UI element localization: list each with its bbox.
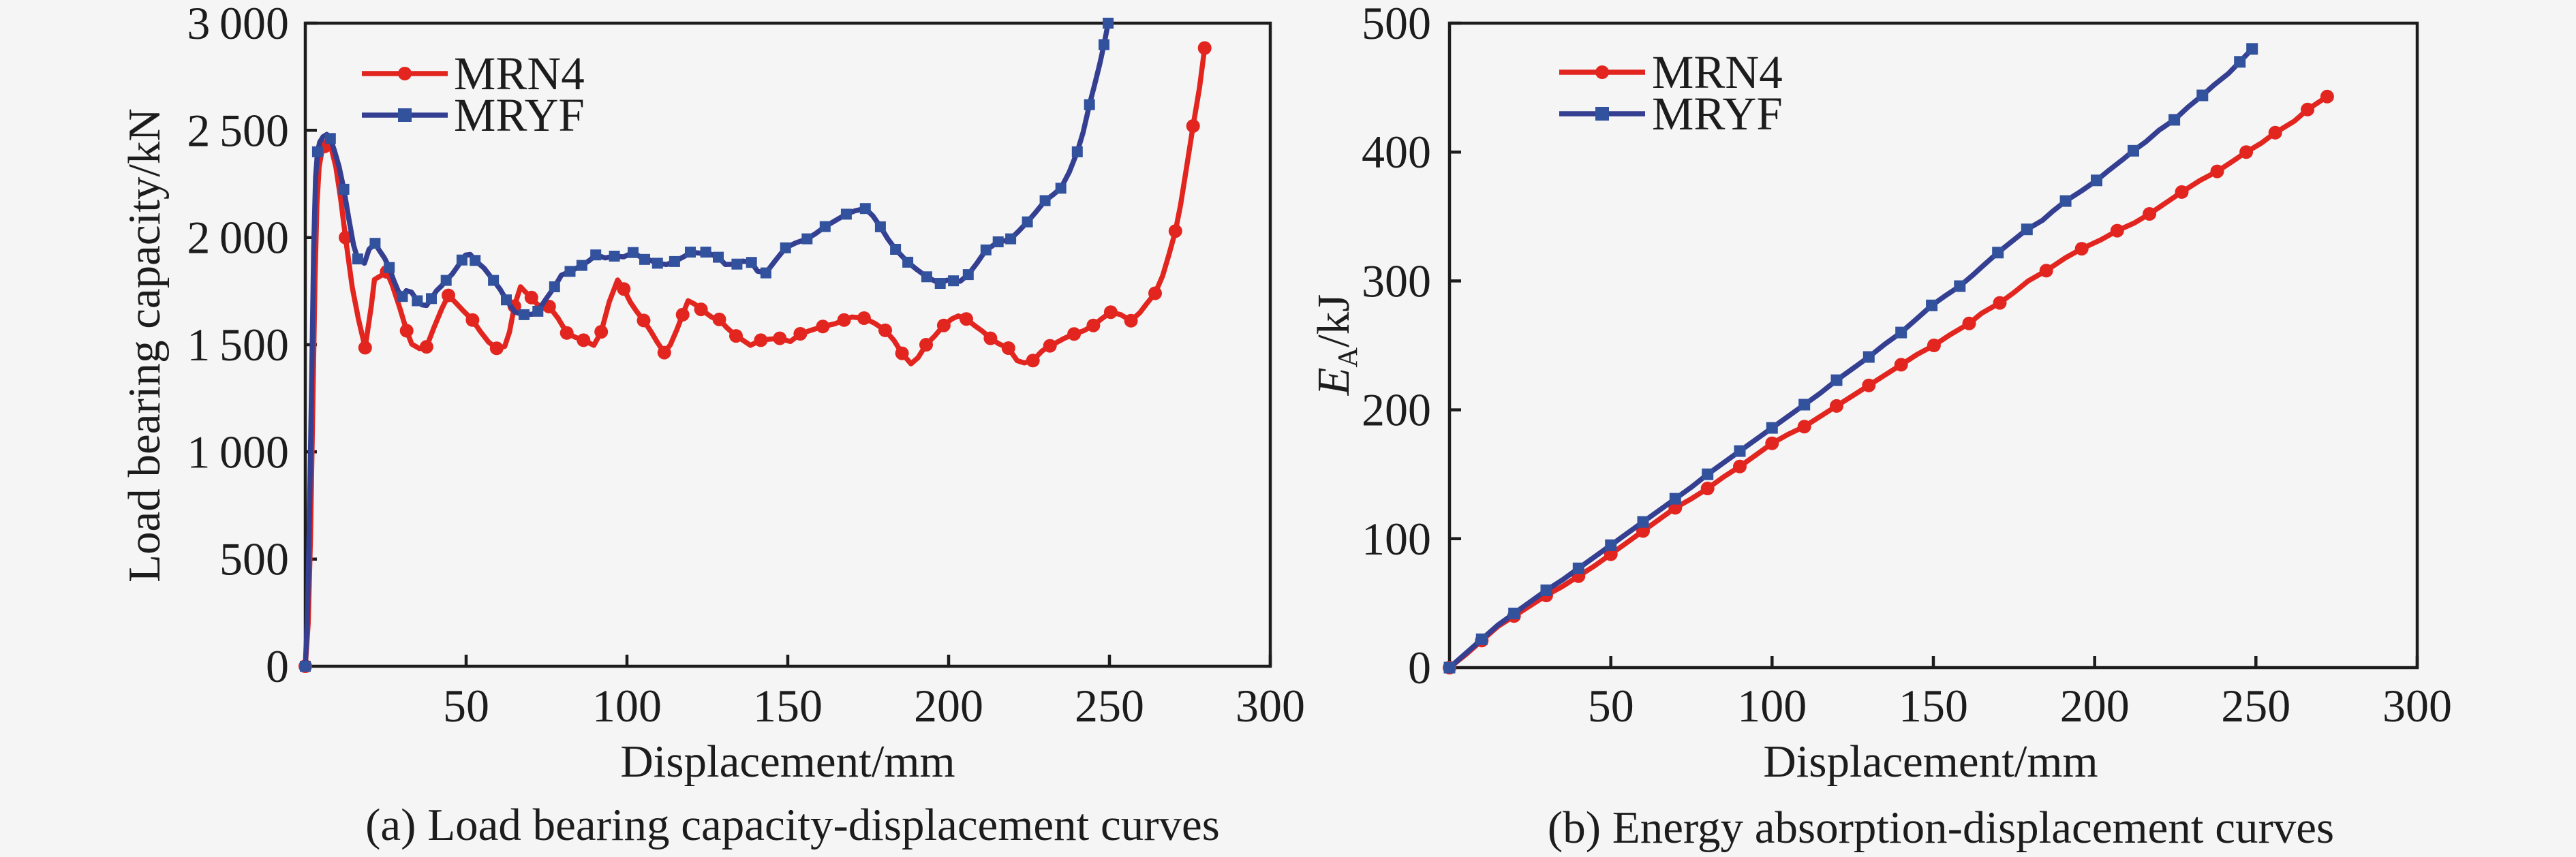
svg-text:300: 300 (1236, 680, 1305, 732)
svg-text:2 500: 2 500 (187, 104, 289, 156)
svg-text:200: 200 (2060, 680, 2130, 732)
svg-text:200: 200 (914, 680, 983, 732)
svg-text:150: 150 (753, 680, 823, 732)
svg-text:150: 150 (1899, 680, 1968, 732)
svg-text:200: 200 (1362, 384, 1431, 436)
svg-text:100: 100 (1737, 680, 1807, 732)
svg-text:500: 500 (1362, 0, 1431, 49)
svg-text:Displacement/mm: Displacement/mm (1763, 736, 2098, 787)
svg-text:2 000: 2 000 (187, 212, 289, 264)
svg-text:Load bearing capacity/kN: Load bearing capacity/kN (119, 108, 170, 582)
svg-text:EA/kJ: EA/kJ (1308, 294, 1363, 396)
svg-text:Displacement/mm: Displacement/mm (620, 736, 955, 787)
svg-text:50: 50 (443, 680, 489, 732)
svg-text:100: 100 (592, 680, 662, 732)
svg-text:50: 50 (1588, 680, 1634, 732)
svg-text:MRN4: MRN4 (1652, 46, 1783, 98)
svg-text:250: 250 (2221, 680, 2290, 732)
svg-text:3 000: 3 000 (187, 0, 289, 49)
svg-text:400: 400 (1362, 126, 1431, 178)
svg-text:0: 0 (1408, 642, 1431, 694)
svg-text:(a) Load bearing capacity-disp: (a) Load bearing capacity-displacement c… (365, 800, 1220, 850)
svg-text:MRN4: MRN4 (454, 48, 585, 99)
svg-text:MRYF: MRYF (1652, 88, 1783, 140)
svg-text:250: 250 (1075, 680, 1144, 732)
svg-text:100: 100 (1362, 513, 1431, 565)
svg-text:1 000: 1 000 (187, 426, 289, 478)
svg-text:300: 300 (2382, 680, 2452, 732)
svg-text:0: 0 (266, 640, 289, 692)
svg-text:(b) Energy absorption-displace: (b) Energy absorption-displacement curve… (1548, 803, 2334, 853)
svg-text:1 500: 1 500 (187, 319, 289, 371)
svg-text:MRYF: MRYF (454, 89, 585, 141)
svg-text:300: 300 (1362, 255, 1431, 307)
svg-text:500: 500 (219, 533, 289, 585)
